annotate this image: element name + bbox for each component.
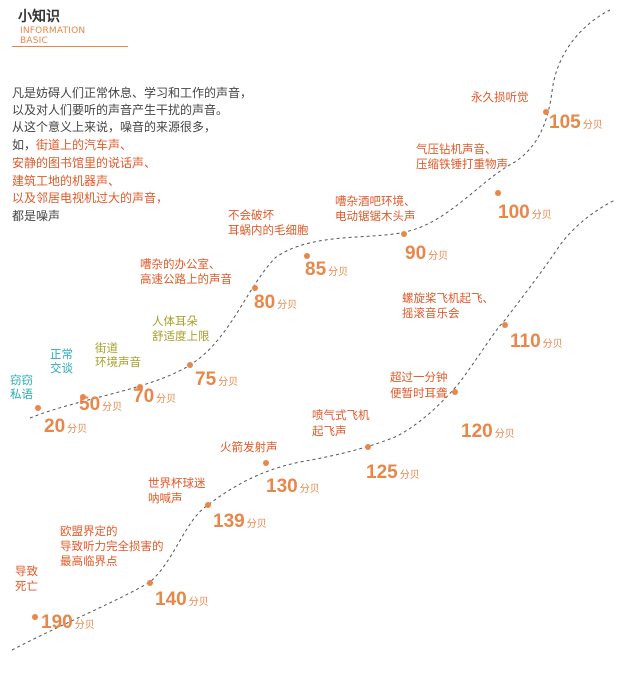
level-unit: 分贝 [75, 619, 95, 631]
level-label-100-line-1: 气压钻机声音、 [416, 142, 497, 156]
header-subtitle-line2: BASIC [20, 36, 48, 46]
level-value-20: 20 分贝 [44, 416, 87, 437]
level-label-80-line-1: 嘈杂的办公室、 [140, 257, 221, 271]
level-dot-105 [543, 109, 549, 115]
level-unit: 分贝 [328, 266, 348, 278]
level-label-100-line-2: 压缩铁锤打重物声 [416, 157, 508, 171]
intro-line-4: 如，街道上的汽车声、 [12, 137, 132, 154]
level-label-125-line-2: 起飞声 [312, 424, 347, 438]
level-unit: 分贝 [189, 596, 209, 608]
intro-line-4-prefix: 如， [12, 138, 37, 152]
level-unit: 分贝 [156, 393, 176, 405]
level-unit: 分贝 [300, 483, 320, 495]
intro-line-1: 凡是妨碍人们正常休息、学习和工作的声音， [12, 86, 253, 100]
intro-line-3: 从这个意义上来说，噪音的来源很多， [12, 120, 217, 134]
level-label-85-line-1: 不会破坏 [228, 208, 274, 222]
level-label-110-line-2: 摇滚音乐会 [402, 306, 460, 320]
level-unit: 分贝 [428, 250, 448, 262]
level-label-140-line-1: 欧盟界定的 [60, 524, 118, 538]
level-value-105: 105 分贝 [549, 112, 603, 133]
level-dot-100 [495, 190, 501, 196]
level-unit: 分贝 [543, 338, 563, 350]
level-label-90-line-1: 嘈杂酒吧环境、 [335, 194, 416, 208]
level-label-140-line-3: 最高临界点 [60, 554, 118, 568]
level-label-105-line-1: 永久损听觉 [471, 90, 529, 104]
level-unit: 分贝 [247, 518, 267, 530]
level-unit: 分贝 [67, 423, 87, 435]
level-label-50-line-1: 正常 [50, 347, 73, 361]
level-dot-190 [32, 614, 38, 620]
level-dot-75 [187, 362, 193, 368]
intro-line-7: 以及邻居电视机过大的声音， [12, 191, 169, 205]
header-subtitle-line1: INFORMATION [20, 26, 86, 36]
level-label-85-line-2: 耳蜗内的毛细胞 [228, 223, 309, 237]
level-value-90: 90 分贝 [405, 243, 448, 264]
level-value-140: 140 分贝 [155, 589, 209, 610]
level-label-120-line-2: 便暂时耳聋 [390, 386, 448, 400]
level-dot-70 [137, 384, 143, 390]
level-value-125: 125 分贝 [366, 462, 420, 483]
level-label-70-line-2: 环境声音 [95, 355, 141, 369]
intro-line-4-highlight: 街道上的汽车声、 [36, 138, 133, 152]
level-dot-50 [80, 394, 86, 400]
level-label-20-line-1: 窃窃 [10, 373, 33, 387]
level-unit: 分贝 [495, 428, 515, 440]
level-label-139-line-2: 呐喊声 [148, 491, 183, 505]
level-unit: 分贝 [102, 401, 122, 413]
level-label-120-line-1: 超过一分钟 [390, 370, 448, 384]
level-label-75-line-1: 人体耳朵 [152, 314, 198, 328]
level-label-190-line-2: 死亡 [15, 579, 38, 593]
level-label-70-line-1: 街道 [95, 341, 118, 355]
upper-dashed-curve [29, 9, 611, 419]
level-value-85: 85 分贝 [305, 259, 348, 280]
lower-dashed-curve [11, 199, 616, 651]
level-label-80-line-2: 高速公路上的声音 [140, 272, 232, 286]
header-rule [12, 46, 128, 47]
level-dot-80 [252, 285, 258, 291]
intro-line-2: 以及对人们要听的声音产生干扰的声音。 [12, 103, 229, 117]
level-dot-90 [401, 231, 407, 237]
level-unit: 分贝 [218, 376, 238, 388]
level-label-140-line-2: 导致听力完全损害的 [60, 539, 164, 553]
level-label-75-line-2: 舒适度上限 [152, 329, 210, 343]
level-value-75: 75 分贝 [195, 369, 238, 390]
level-value-120: 120 分贝 [461, 421, 515, 442]
level-dot-140 [147, 580, 153, 586]
level-label-125-line-1: 喷气式飞机 [312, 408, 370, 422]
level-unit: 分贝 [583, 119, 603, 131]
level-unit: 分贝 [400, 469, 420, 481]
level-dot-85 [304, 253, 310, 259]
level-value-80: 80 分贝 [254, 292, 297, 313]
intro-line-8: 都是噪声 [12, 209, 61, 223]
level-label-190-line-1: 导致 [15, 564, 38, 578]
level-label-90-line-2: 电动锯锯木头声 [335, 209, 416, 223]
level-label-139-line-1: 世界杯球迷 [148, 476, 206, 490]
level-dot-120 [452, 389, 458, 395]
level-unit: 分贝 [277, 299, 297, 311]
level-value-190: 190 分贝 [41, 612, 95, 633]
level-dot-125 [365, 444, 371, 450]
header-title: 小知识 [18, 9, 60, 25]
level-value-139: 139 分贝 [213, 511, 267, 532]
level-label-50-line-2: 交谈 [50, 361, 73, 375]
level-value-70: 70 分贝 [133, 386, 176, 407]
level-label-110-line-1: 螺旋桨飞机起飞、 [402, 291, 494, 305]
level-unit: 分贝 [532, 209, 552, 221]
intro-line-6: 建筑工地的机器声、 [12, 174, 121, 188]
level-value-110: 110 分贝 [510, 331, 563, 352]
intro-line-5: 安静的图书馆里的说话声、 [12, 156, 157, 170]
level-value-100: 100 分贝 [498, 202, 552, 223]
level-dot-139 [205, 502, 211, 508]
level-dot-20 [35, 405, 41, 411]
level-dot-130 [263, 460, 269, 466]
level-label-20-line-2: 私语 [10, 387, 33, 401]
level-label-130-line-1: 火箭发射声 [220, 440, 278, 454]
level-value-130: 130 分贝 [266, 476, 320, 497]
level-dot-110 [502, 322, 508, 328]
